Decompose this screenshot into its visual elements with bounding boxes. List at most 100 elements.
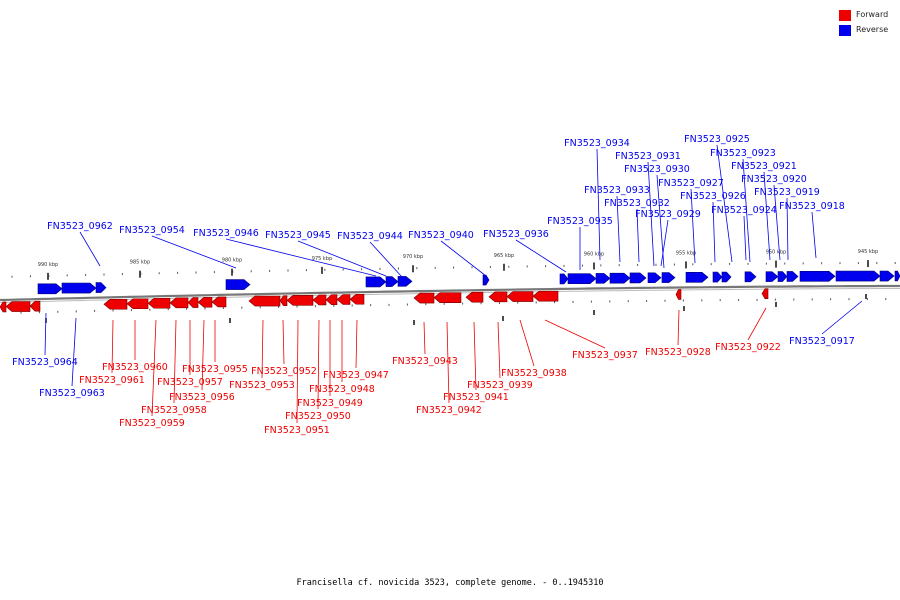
reverse-gene-label: FN3523_0921 (731, 161, 797, 172)
reverse-gene-arrow (894, 270, 900, 282)
forward-gene-arrow (248, 295, 281, 307)
reverse-gene-arrow (647, 272, 662, 284)
reverse-gene-arrow (799, 271, 836, 282)
reverse-gene-label: FN3523_0918 (779, 201, 845, 212)
ruler-label: 950 kbp (766, 250, 786, 256)
reverse-gene-label: FN3523_0962 (47, 221, 113, 232)
forward-gene-arrow (506, 291, 534, 302)
label-leader-line (151, 235, 237, 269)
label-leader-line (225, 238, 377, 277)
label-leader-line (79, 231, 101, 267)
forward-gene-arrow (325, 294, 338, 306)
label-leader-line (519, 319, 535, 367)
ruler-label: 975 kbp (312, 256, 332, 262)
forward-gene-arrow (675, 289, 682, 300)
label-leader-line (763, 171, 771, 261)
reverse-gene-label: FN3523_0927 (658, 178, 724, 189)
reverse-gene-label: FN3523_0963 (39, 388, 105, 399)
forward-gene-label: FN3523_0961 (79, 375, 145, 386)
label-leader-line (355, 319, 358, 369)
reverse-gene-arrow (685, 271, 709, 283)
label-leader-line (821, 300, 863, 335)
label-leader-line (786, 197, 789, 261)
reverse-gene-label: FN3523_0964 (12, 357, 78, 368)
forward-gene-label: FN3523_0956 (169, 392, 235, 403)
forward-gene-arrow (5, 301, 31, 312)
reverse-gene-arrow (777, 271, 788, 282)
reverse-gene-arrow (765, 271, 779, 282)
label-leader-line (497, 321, 501, 379)
forward-gene-arrow (187, 297, 199, 308)
label-leader-line (716, 144, 733, 263)
label-leader-line (71, 317, 77, 387)
reverse-gene-label: FN3523_0954 (119, 225, 185, 236)
reverse-gene-arrow (835, 270, 881, 282)
reverse-gene-arrow (629, 272, 647, 284)
label-leader-line (743, 215, 747, 261)
reverse-gene-arrow (879, 270, 895, 282)
reverse-gene-label: FN3523_0945 (265, 230, 331, 241)
forward-gene-arrow (279, 295, 288, 306)
forward-gene-arrow (532, 290, 559, 302)
reverse-gene-arrow (712, 271, 723, 283)
label-leader-line (811, 211, 817, 259)
forward-gene-label: FN3523_0952 (251, 366, 317, 377)
label-leader-line (44, 312, 47, 356)
forward-gene-label: FN3523_0947 (323, 370, 389, 381)
label-leader-line (446, 321, 450, 404)
label-leader-line (297, 240, 387, 277)
reverse-gene-arrow (721, 271, 732, 283)
forward-gene-arrow (433, 292, 462, 303)
label-leader-line (596, 148, 601, 261)
reverse-gene-label: FN3523_0935 (547, 216, 613, 227)
legend-forward-label: Forward (856, 10, 889, 19)
reverse-gene-arrow (559, 273, 569, 285)
forward-gene-arrow (336, 294, 351, 305)
reverse-gene-label: FN3523_0946 (193, 228, 259, 239)
forward-gene-arrow (147, 297, 171, 309)
reverse-gene-arrow (95, 282, 107, 293)
label-leader-line (111, 319, 114, 374)
forward-gene-label: FN3523_0938 (501, 368, 567, 379)
reverse-gene-arrow (365, 276, 387, 288)
forward-gene-label: FN3523_0943 (392, 356, 458, 367)
reverse-gene-label: FN3523_0933 (584, 185, 650, 196)
ruler-label: 990 kbp (38, 262, 58, 268)
reverse-gene-label: FN3523_0924 (711, 205, 777, 216)
forward-gene-arrow (169, 297, 189, 309)
ruler-label: 985 kbp (130, 260, 150, 266)
label-leader-line (173, 319, 177, 404)
label-leader-line (423, 321, 426, 355)
label-leader-line (369, 241, 403, 278)
label-leader-line (636, 208, 640, 263)
ruler-label: 960 kbp (584, 251, 604, 257)
legend-forward-swatch (839, 10, 851, 21)
reverse-gene-arrow (786, 271, 799, 282)
forward-gene-label: FN3523_0955 (182, 364, 248, 375)
reverse-gene-arrow (609, 272, 631, 284)
forward-gene-label: FN3523_0937 (572, 350, 638, 361)
forward-gene-label: FN3523_0951 (264, 425, 330, 436)
reverse-gene-arrow (567, 273, 597, 284)
forward-gene-label: FN3523_0960 (102, 362, 168, 373)
forward-gene-label: FN3523_0950 (285, 411, 351, 422)
label-leader-line (440, 240, 487, 277)
forward-gene-arrow (29, 300, 41, 312)
ruler-label: 980 kbp (222, 258, 242, 264)
reverse-gene-label: FN3523_0923 (710, 148, 776, 159)
forward-gene-arrow (126, 298, 149, 310)
reverse-gene-label: FN3523_0920 (741, 174, 807, 185)
forward-gene-label: FN3523_0958 (141, 405, 207, 416)
label-leader-line (261, 319, 264, 379)
genome-backbone (0, 284, 900, 302)
label-leader-line (660, 219, 669, 267)
legend-reverse-label: Reverse (856, 25, 889, 34)
forward-gene-arrow (312, 294, 327, 306)
forward-gene-arrow (761, 288, 769, 299)
label-leader-line (647, 161, 655, 267)
label-leader-line (544, 319, 606, 349)
reverse-gene-arrow (225, 279, 251, 290)
label-leader-line (515, 239, 567, 273)
forward-gene-arrow (413, 292, 435, 304)
